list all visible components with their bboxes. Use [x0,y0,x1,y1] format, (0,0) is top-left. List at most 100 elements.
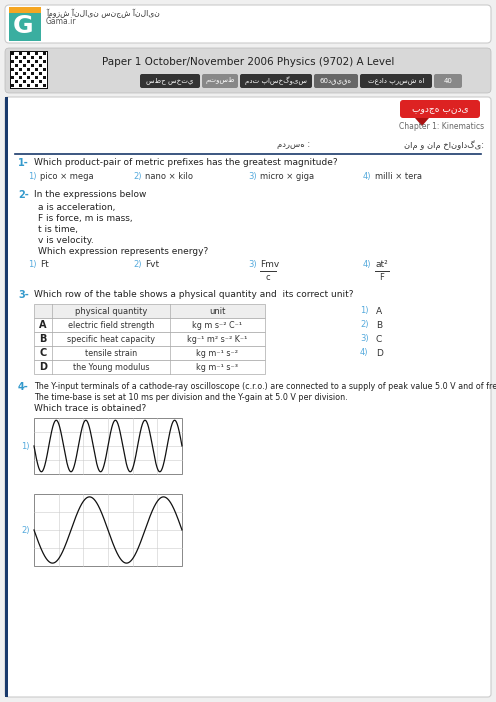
Bar [11,52,47,88]
Text: 1): 1) [28,172,37,181]
Bar [19,52,22,55]
Bar [19,68,22,71]
Bar [27,60,30,63]
Bar [43,76,46,79]
Bar [23,80,26,83]
Text: F: F [379,273,384,282]
Bar [19,60,22,63]
Text: The time-base is set at 10 ms per division and the Y-gain at 5.0 V per division.: The time-base is set at 10 ms per divisi… [34,393,348,402]
Text: Which product-pair of metric prefixes has the greatest magnitude?: Which product-pair of metric prefixes ha… [34,158,338,167]
Text: 2): 2) [133,260,141,269]
Bar [35,76,38,79]
Text: B: B [39,334,47,344]
Text: مدرسه :: مدرسه : [277,140,310,149]
Bar [31,56,34,59]
Text: 1): 1) [28,260,37,269]
Text: kg m⁻¹ s⁻³: kg m⁻¹ s⁻³ [196,362,239,371]
Text: G: G [13,14,34,38]
Bar [10,51,48,89]
Bar [23,72,26,75]
Text: t is time,: t is time, [38,225,78,234]
Bar [35,52,38,55]
Bar [15,80,18,83]
Text: آموزش آنلاین سنجش آنلاین: آموزش آنلاین سنجش آنلاین [46,9,160,18]
Text: 4-: 4- [18,382,29,392]
Text: 3): 3) [248,260,256,269]
Bar [23,56,26,59]
FancyBboxPatch shape [5,97,491,697]
Text: 1-: 1- [18,158,29,168]
Bar [35,84,38,87]
Text: Paper 1 October/November 2006 Physics (9702) A Level: Paper 1 October/November 2006 Physics (9… [102,57,394,67]
Bar [31,80,34,83]
Text: C: C [39,348,47,358]
Bar [39,56,42,59]
Text: tensile strain: tensile strain [85,348,137,357]
FancyBboxPatch shape [400,100,480,118]
Bar [34,304,265,318]
Bar [15,72,18,75]
Text: 3): 3) [360,334,369,343]
Text: kg m s⁻² C⁻¹: kg m s⁻² C⁻¹ [192,321,243,329]
Text: kg⁻¹ m² s⁻² K⁻¹: kg⁻¹ m² s⁻² K⁻¹ [187,334,248,343]
Text: مدت پاسخگویس: مدت پاسخگویس [245,77,307,86]
Bar [34,360,265,374]
Bar [5,97,8,697]
Text: 4): 4) [360,348,369,357]
Text: micro × giga: micro × giga [260,172,314,181]
Text: v is velocity.: v is velocity. [38,236,94,245]
Text: Fvt: Fvt [145,260,159,269]
Text: at²: at² [375,260,388,269]
Text: c: c [266,273,271,282]
Text: a is acceleration,: a is acceleration, [38,203,116,212]
Bar [9,7,41,41]
Polygon shape [415,118,429,126]
Text: متوسط: متوسط [205,77,235,84]
Text: نام و نام خانوادگی:: نام و نام خانوادگی: [404,140,484,150]
Text: A: A [39,320,47,330]
Bar [39,64,42,67]
Bar [31,64,34,67]
Bar [27,52,30,55]
Text: 3): 3) [248,172,256,181]
FancyBboxPatch shape [5,48,491,93]
Text: specific heat capacity: specific heat capacity [67,334,155,343]
FancyBboxPatch shape [434,74,462,88]
Text: سطح سختي: سطح سختي [146,78,193,84]
Bar [39,80,42,83]
Text: Chapter 1: Kinematics: Chapter 1: Kinematics [399,122,484,131]
Bar [11,52,14,55]
Text: milli × tera: milli × tera [375,172,422,181]
FancyBboxPatch shape [360,74,432,88]
Bar [15,64,18,67]
Text: 2-: 2- [18,190,29,200]
Bar [15,56,18,59]
Text: kg m⁻¹ s⁻²: kg m⁻¹ s⁻² [196,348,239,357]
Bar [34,494,182,566]
Text: B: B [376,321,382,329]
Text: 60دقيقه: 60دقيقه [320,78,352,84]
Text: Gama.ir: Gama.ir [46,17,76,26]
Text: 4): 4) [363,172,372,181]
Bar [31,72,34,75]
Text: pico × mega: pico × mega [40,172,94,181]
Text: 1): 1) [21,442,29,451]
Text: D: D [39,362,47,372]
Text: F is force, m is mass,: F is force, m is mass, [38,214,132,223]
Bar [43,52,46,55]
Text: The Y-input terminals of a cathode-ray oscilloscope (c.r.o.) are connected to a : The Y-input terminals of a cathode-ray o… [34,382,496,391]
Bar [43,68,46,71]
FancyBboxPatch shape [202,74,238,88]
Text: 2): 2) [133,172,141,181]
Text: nano × kilo: nano × kilo [145,172,193,181]
Bar [11,84,14,87]
Text: electric field strength: electric field strength [68,321,154,329]
Bar [19,76,22,79]
Bar [27,84,30,87]
Bar [35,60,38,63]
Text: بودجه بندی: بودجه بندی [412,105,468,114]
Text: 4): 4) [363,260,372,269]
Bar [9,7,41,13]
Bar [34,332,265,346]
FancyBboxPatch shape [240,74,312,88]
